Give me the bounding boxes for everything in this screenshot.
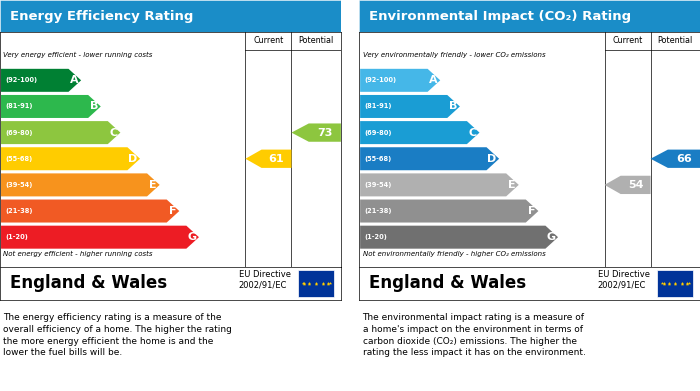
Text: Potential: Potential: [658, 36, 693, 45]
Text: (92-100): (92-100): [364, 77, 396, 83]
Text: E: E: [508, 180, 516, 190]
Text: G: G: [546, 232, 555, 242]
Polygon shape: [360, 147, 499, 170]
Polygon shape: [1, 173, 160, 196]
Text: Potential: Potential: [299, 36, 334, 45]
Text: Environmental Impact (CO₂) Rating: Environmental Impact (CO₂) Rating: [370, 9, 631, 23]
Text: 73: 73: [317, 127, 332, 138]
Polygon shape: [360, 69, 440, 92]
Text: B: B: [90, 101, 98, 111]
Polygon shape: [605, 176, 650, 194]
Text: England & Wales: England & Wales: [10, 274, 167, 292]
Text: D: D: [128, 154, 137, 164]
Text: D: D: [487, 154, 496, 164]
FancyBboxPatch shape: [657, 270, 693, 296]
Text: (21-38): (21-38): [5, 208, 33, 214]
Text: Current: Current: [253, 36, 284, 45]
Polygon shape: [360, 226, 558, 249]
Polygon shape: [650, 150, 700, 168]
Text: The energy efficiency rating is a measure of the
overall efficiency of a home. T: The energy efficiency rating is a measur…: [4, 313, 232, 357]
Polygon shape: [1, 147, 140, 170]
Text: The environmental impact rating is a measure of
a home's impact on the environme: The environmental impact rating is a mea…: [363, 313, 585, 357]
Text: England & Wales: England & Wales: [370, 274, 526, 292]
Polygon shape: [360, 173, 519, 196]
Text: EU Directive
2002/91/EC: EU Directive 2002/91/EC: [239, 270, 290, 290]
Text: A: A: [70, 75, 78, 85]
Polygon shape: [291, 124, 341, 142]
Text: (1-20): (1-20): [364, 234, 387, 240]
Text: (39-54): (39-54): [364, 182, 391, 188]
Text: Not energy efficient - higher running costs: Not energy efficient - higher running co…: [4, 251, 153, 257]
Text: 66: 66: [676, 154, 692, 164]
Text: Very energy efficient - lower running costs: Very energy efficient - lower running co…: [4, 52, 153, 58]
Text: Energy Efficiency Rating: Energy Efficiency Rating: [10, 9, 194, 23]
Text: EU Directive
2002/91/EC: EU Directive 2002/91/EC: [598, 270, 650, 290]
Polygon shape: [360, 199, 538, 222]
Text: A: A: [429, 75, 438, 85]
Text: (92-100): (92-100): [5, 77, 37, 83]
Text: F: F: [169, 206, 176, 216]
FancyBboxPatch shape: [298, 270, 334, 296]
Polygon shape: [360, 95, 460, 118]
Text: (39-54): (39-54): [5, 182, 32, 188]
Text: B: B: [449, 101, 457, 111]
Text: (55-68): (55-68): [5, 156, 32, 162]
Polygon shape: [1, 226, 199, 249]
Text: F: F: [528, 206, 536, 216]
Text: C: C: [469, 127, 477, 138]
Polygon shape: [1, 95, 101, 118]
Text: 54: 54: [628, 180, 643, 190]
Polygon shape: [1, 69, 81, 92]
Text: Current: Current: [612, 36, 643, 45]
Text: (69-80): (69-80): [5, 129, 33, 136]
Polygon shape: [360, 121, 480, 144]
Text: (1-20): (1-20): [5, 234, 28, 240]
Text: E: E: [149, 180, 157, 190]
Polygon shape: [1, 121, 120, 144]
Text: G: G: [187, 232, 196, 242]
Text: (69-80): (69-80): [364, 129, 392, 136]
Text: (81-91): (81-91): [364, 104, 392, 109]
Text: (21-38): (21-38): [364, 208, 392, 214]
Polygon shape: [246, 150, 291, 168]
Text: (55-68): (55-68): [364, 156, 391, 162]
Text: Very environmentally friendly - lower CO₂ emissions: Very environmentally friendly - lower CO…: [363, 52, 545, 58]
Text: (81-91): (81-91): [5, 104, 33, 109]
Text: C: C: [110, 127, 118, 138]
Text: Not environmentally friendly - higher CO₂ emissions: Not environmentally friendly - higher CO…: [363, 251, 545, 257]
Text: 61: 61: [269, 154, 284, 164]
Polygon shape: [1, 199, 179, 222]
